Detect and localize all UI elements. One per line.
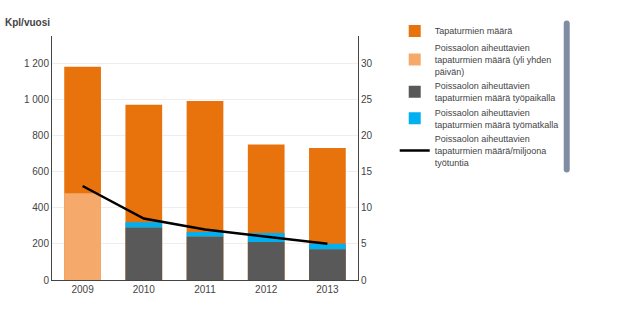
svg-text:Poissaolon aiheuttavientapatur: Poissaolon aiheuttavientapaturmien määrä…	[435, 134, 547, 167]
svg-text:Poissaolon aiheuttavientapatur: Poissaolon aiheuttavientapaturmien määrä…	[435, 81, 556, 103]
svg-text:0: 0	[43, 275, 49, 286]
svg-text:800: 800	[32, 130, 49, 141]
svg-text:5: 5	[361, 238, 367, 249]
svg-text:0: 0	[361, 275, 367, 286]
svg-text:15: 15	[361, 166, 373, 177]
svg-text:2011: 2011	[194, 284, 216, 295]
svg-text:2013: 2013	[316, 284, 339, 295]
svg-text:30: 30	[361, 58, 373, 69]
svg-text:Poissaolon aiheuttavientapatur: Poissaolon aiheuttavientapaturmien määrä…	[435, 43, 552, 76]
svg-text:600: 600	[32, 166, 49, 177]
svg-text:1 200: 1 200	[24, 58, 49, 69]
svg-text:Kpl/vuosi: Kpl/vuosi	[5, 17, 50, 28]
svg-text:200: 200	[32, 238, 49, 249]
svg-text:Tapaturmien määrä: Tapaturmien määrä	[435, 26, 513, 36]
svg-text:2012: 2012	[255, 284, 278, 295]
svg-text:2009: 2009	[71, 284, 94, 295]
svg-text:20: 20	[361, 130, 373, 141]
svg-text:10: 10	[361, 202, 373, 213]
svg-text:25: 25	[361, 94, 373, 105]
svg-text:1 000: 1 000	[24, 94, 49, 105]
svg-text:2010: 2010	[133, 284, 156, 295]
svg-text:400: 400	[32, 202, 49, 213]
svg-text:Poissaolon aiheuttavientapatur: Poissaolon aiheuttavientapaturmien määrä…	[435, 108, 559, 130]
